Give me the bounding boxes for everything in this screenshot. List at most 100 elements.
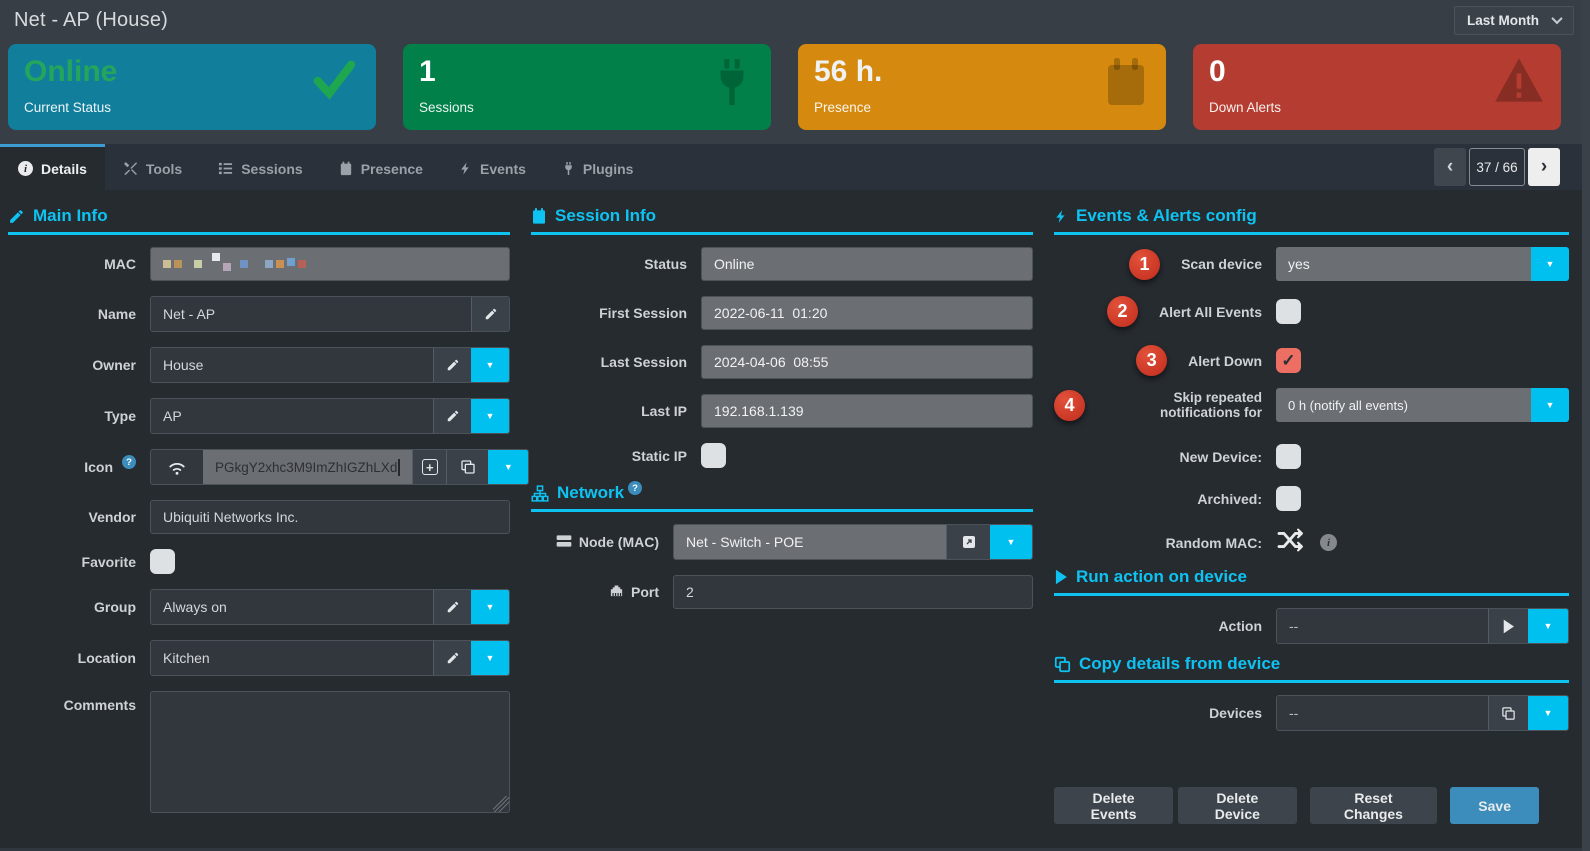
- footer-strip: [0, 848, 1590, 851]
- scan-device-row: 1 Scan device yes ▼: [1054, 247, 1569, 281]
- prev-device-button[interactable]: ‹: [1434, 148, 1466, 186]
- port-input[interactable]: 2: [673, 575, 1033, 609]
- devices-dropdown-button[interactable]: ▼: [1528, 696, 1568, 730]
- ethernet-icon: [609, 584, 624, 600]
- reset-changes-button[interactable]: Reset Changes: [1309, 787, 1438, 824]
- action-dropdown-button[interactable]: ▼: [1528, 609, 1568, 643]
- caret-down-icon: ▼: [1545, 400, 1555, 410]
- group-dropdown-button[interactable]: ▼: [471, 590, 509, 624]
- type-input[interactable]: AP: [151, 399, 433, 433]
- scrollbar-track[interactable]: [1582, 0, 1590, 851]
- main-info-header: Main Info: [8, 206, 510, 235]
- presence-value: 56 h.: [814, 55, 883, 88]
- icon-code-input[interactable]: PGkgY2xhc3M9ImZhIGZhLXd: [203, 450, 413, 484]
- devices-select[interactable]: --: [1277, 696, 1488, 730]
- skip-repeated-dropdown-button[interactable]: ▼: [1531, 388, 1569, 422]
- status-row: Status Online: [531, 247, 1033, 281]
- type-dropdown-button[interactable]: ▼: [471, 399, 509, 433]
- random-mac-info-icon[interactable]: i: [1320, 534, 1337, 551]
- archived-checkbox[interactable]: [1276, 486, 1301, 511]
- alert-all-events-row: 2 Alert All Events: [1054, 296, 1569, 327]
- card-presence[interactable]: 56 h. Presence: [798, 44, 1166, 130]
- edit-name-button[interactable]: [471, 297, 509, 331]
- edit-type-button[interactable]: [433, 399, 471, 433]
- comments-textarea[interactable]: [150, 691, 510, 813]
- run-action-button[interactable]: [1488, 609, 1528, 643]
- location-dropdown-button[interactable]: ▼: [471, 641, 509, 675]
- add-icon-button[interactable]: +: [412, 450, 447, 484]
- first-session-label: First Session: [599, 305, 687, 321]
- comments-label: Comments: [63, 697, 136, 713]
- static-ip-checkbox[interactable]: [701, 443, 726, 468]
- card-sessions[interactable]: 1 Sessions: [403, 44, 771, 130]
- calendar-icon: [531, 207, 547, 225]
- type-label: Type: [104, 408, 136, 424]
- vendor-input[interactable]: Ubiquiti Networks Inc.: [150, 500, 510, 534]
- main-info-title: Main Info: [33, 206, 108, 225]
- card-current-status[interactable]: Online Current Status: [8, 44, 376, 130]
- favorite-label: Favorite: [81, 553, 136, 570]
- favorite-checkbox[interactable]: [150, 549, 175, 574]
- icon-label: Icon ?: [8, 455, 150, 475]
- delete-device-button[interactable]: Delete Device: [1178, 787, 1297, 824]
- scan-device-select[interactable]: yes: [1276, 247, 1531, 281]
- save-button[interactable]: Save: [1450, 787, 1539, 824]
- alert-all-events-checkbox[interactable]: [1276, 299, 1301, 324]
- action-select[interactable]: --: [1277, 609, 1488, 643]
- tab-presence[interactable]: Presence: [321, 144, 441, 190]
- tab-events[interactable]: Events: [441, 144, 544, 190]
- action-row: Action -- ▼: [1054, 608, 1569, 644]
- archived-label: Archived:: [1197, 490, 1262, 507]
- name-input[interactable]: Net - AP: [151, 297, 471, 331]
- skip-repeated-select[interactable]: 0 h (notify all events): [1276, 388, 1531, 422]
- edit-group-button[interactable]: [433, 590, 471, 624]
- scan-device-dropdown-button[interactable]: ▼: [1531, 247, 1569, 281]
- caret-down-icon: ▼: [1006, 537, 1016, 547]
- static-ip-row: Static IP: [531, 443, 1033, 468]
- icon-help-icon[interactable]: ?: [122, 455, 136, 469]
- sitemap-icon: [531, 484, 549, 502]
- caret-down-icon: ▼: [485, 411, 495, 421]
- card-down-alerts[interactable]: 0 Down Alerts: [1193, 44, 1561, 130]
- next-device-button[interactable]: ›: [1528, 148, 1560, 186]
- warning-icon: [1493, 56, 1545, 109]
- list-icon: [218, 161, 233, 176]
- skip-repeated-label-wrap: 4 Skip repeated notifications for: [1054, 389, 1276, 421]
- caret-down-icon: ▼: [1545, 259, 1555, 269]
- owner-dropdown-button[interactable]: ▼: [471, 348, 509, 382]
- copy-from-device-button[interactable]: [1488, 696, 1528, 730]
- icon-dropdown-button[interactable]: ▼: [488, 450, 529, 484]
- edit-location-button[interactable]: [433, 641, 471, 675]
- tab-details[interactable]: i Details: [0, 144, 105, 190]
- status-value: Online: [24, 55, 118, 88]
- page-title: Net - AP (House): [14, 8, 169, 31]
- main-info-section: Main Info MAC Name Net - AP: [8, 206, 530, 834]
- owner-input[interactable]: House: [151, 348, 433, 382]
- tab-tools[interactable]: Tools: [105, 144, 200, 190]
- session-info-title: Session Info: [555, 206, 657, 225]
- calendar-icon: [339, 161, 353, 176]
- node-dropdown-button[interactable]: ▼: [990, 525, 1032, 559]
- tab-plugins[interactable]: Plugins: [544, 144, 652, 190]
- delete-events-button[interactable]: Delete Events: [1054, 787, 1174, 824]
- tab-sessions[interactable]: Sessions: [200, 144, 320, 190]
- bolt-icon: [459, 161, 472, 176]
- new-device-label: New Device:: [1179, 448, 1262, 465]
- node-input[interactable]: Net - Switch - POE: [674, 525, 946, 559]
- network-help-icon[interactable]: ?: [628, 481, 643, 495]
- mac-input[interactable]: [150, 247, 510, 281]
- step-badge-3: 3: [1136, 345, 1168, 376]
- alert-down-checkbox[interactable]: ✓: [1276, 348, 1301, 373]
- location-input[interactable]: Kitchen: [151, 641, 433, 675]
- edit-owner-button[interactable]: [433, 348, 471, 382]
- copy-icon-button[interactable]: [446, 450, 489, 484]
- status-input: Online: [701, 247, 1033, 281]
- tab-events-label: Events: [479, 160, 526, 177]
- favorite-row: Favorite: [8, 549, 510, 574]
- new-device-checkbox[interactable]: [1276, 444, 1301, 469]
- open-node-button[interactable]: [946, 525, 990, 559]
- period-selector[interactable]: Last Month: [1454, 5, 1574, 35]
- mac-label: MAC: [104, 256, 136, 272]
- caret-down-icon: ▼: [1543, 621, 1553, 631]
- group-input[interactable]: Always on: [151, 590, 433, 624]
